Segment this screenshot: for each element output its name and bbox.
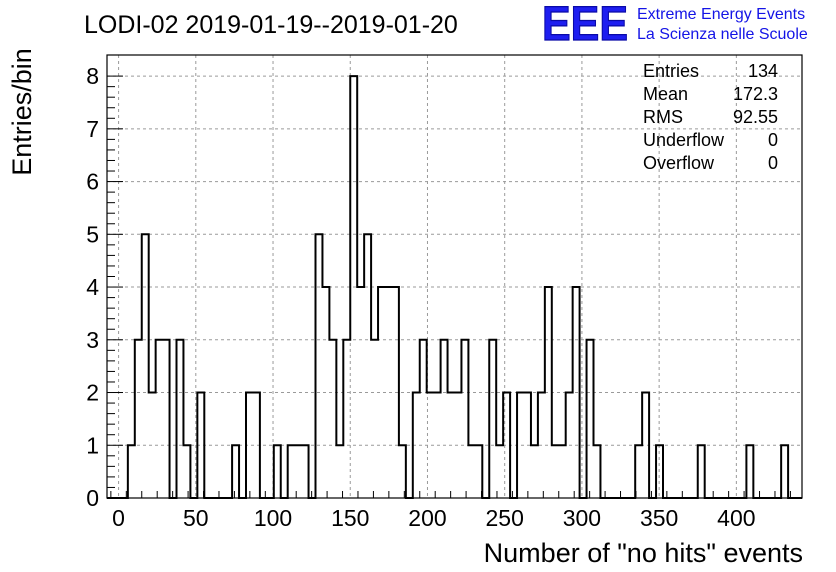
eee-logo-line1: Extreme Energy Events [637, 6, 805, 23]
chart-title: LODI-02 2019-01-19--2019-01-20 [84, 11, 458, 39]
eee-logo-mark: EEE [542, 0, 628, 51]
x-tick-label: 300 [563, 505, 601, 531]
y-tick-label: 0 [86, 485, 99, 511]
x-tick-label: 150 [331, 505, 369, 531]
stats-label: Underflow [643, 130, 725, 150]
x-tick-label: 350 [640, 505, 678, 531]
y-tick-label: 2 [86, 380, 99, 406]
x-tick-label: 0 [112, 505, 125, 531]
y-tick-label: 8 [86, 63, 99, 89]
eee-logo: EEE Extreme Energy Events La Scienza nel… [541, 0, 808, 52]
y-tick-label: 5 [86, 221, 99, 247]
x-tick-label: 400 [717, 505, 755, 531]
x-tick-label: 50 [183, 505, 209, 531]
eee-logo-line2: La Scienza nelle Scuole [637, 26, 808, 43]
x-tick-label: 100 [254, 505, 292, 531]
y-axis-label: Entries/bin [7, 48, 37, 176]
grid-lines [107, 55, 802, 498]
y-tick-label: 3 [86, 327, 99, 353]
axes [106, 54, 803, 499]
stats-value: 0 [768, 130, 778, 150]
y-tick-label: 7 [86, 116, 99, 142]
x-tick-label: 200 [408, 505, 446, 531]
y-tick-label: 1 [86, 432, 99, 458]
stats-value: 0 [768, 153, 778, 173]
stats-label: RMS [643, 107, 683, 127]
stats-value: 134 [748, 61, 778, 81]
stats-label: Entries [643, 61, 699, 81]
y-tick-label: 6 [86, 169, 99, 195]
x-axis-label: Number of "no hits" events [484, 538, 803, 568]
stats-value: 172.3 [733, 84, 778, 104]
y-tick-label: 4 [86, 274, 99, 300]
stats-value: 92.55 [733, 107, 778, 127]
tick-labels: 0 50 100 150 200 250 300 350 400 0 1 2 3 4 5 6 7 8 [86, 63, 755, 531]
stats-label: Mean [643, 84, 688, 104]
stats-label: Overflow [643, 153, 715, 173]
x-tick-label: 250 [486, 505, 524, 531]
stats-box: Entries 134 Mean 172.3 RMS 92.55 Underflow 0 Ove… [643, 61, 778, 173]
